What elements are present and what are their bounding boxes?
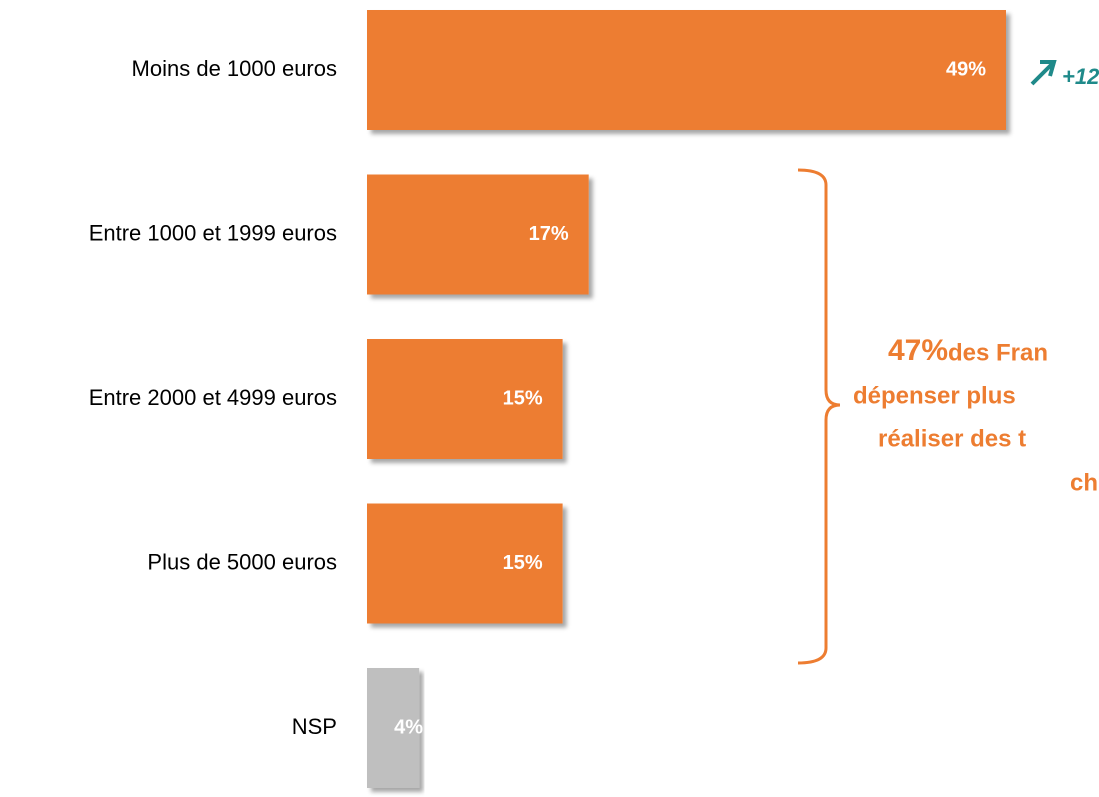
category-label: Entre 2000 et 4999 euros [89,385,337,410]
value-label: 15% [503,387,543,409]
trend-arrow [1030,60,1057,86]
bar [367,503,563,624]
value-label: 17% [529,223,569,245]
bracket-text: réaliser des t [878,425,1026,452]
trend-annotation: +12 [1062,64,1099,89]
bracket-text: ch [1070,469,1098,496]
bar [367,339,563,459]
bracket-highlight: 47% [888,334,948,367]
bar [367,174,589,295]
bracket-text: des Fran [948,339,1048,366]
value-label: 15% [503,552,543,574]
value-label: 49% [946,58,986,80]
category-label: Entre 1000 et 1999 euros [89,220,337,245]
bar [367,10,1006,130]
bracket-text: dépenser plus [853,382,1016,409]
category-label: Plus de 5000 euros [147,549,337,574]
bracket [797,168,841,665]
category-label: NSP [292,714,337,739]
category-label: Moins de 1000 euros [132,56,337,81]
value-label: 4% [394,716,423,738]
bar [367,668,420,788]
